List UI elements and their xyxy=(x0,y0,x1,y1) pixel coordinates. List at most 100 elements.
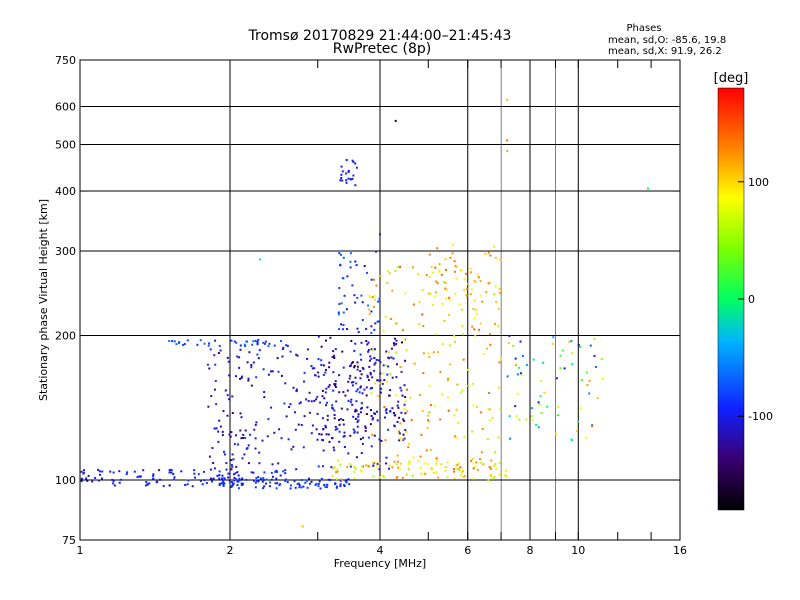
data-point-iso-2 xyxy=(506,149,509,152)
data-point-c4-146 xyxy=(370,415,373,417)
phases-header: Phases xyxy=(626,23,661,34)
data-point-c4-85 xyxy=(373,363,376,366)
data-point-c7-6 xyxy=(495,301,498,303)
data-point-c3-41 xyxy=(367,379,370,381)
data-point-c5-170 xyxy=(427,419,430,422)
data-point-c0-97 xyxy=(151,477,154,480)
data-point-c1-47 xyxy=(294,486,297,489)
grid-layer xyxy=(80,60,680,540)
data-point-c3-69 xyxy=(221,430,224,433)
data-point-c2-24 xyxy=(254,339,257,342)
data-point-c4-19 xyxy=(361,367,364,369)
data-point-c7-46 xyxy=(458,303,461,306)
data-point-c3-191 xyxy=(310,365,313,368)
data-point-c1-43 xyxy=(265,478,268,481)
data-point-c5-94 xyxy=(488,466,491,468)
data-point-c3-217 xyxy=(319,401,322,404)
data-point-c10-46 xyxy=(373,328,376,331)
data-point-c5-21 xyxy=(404,400,407,403)
data-point-c1-22 xyxy=(255,480,258,483)
y-tick-labels: 75 100 200 300 400 500 600 750 xyxy=(55,54,76,547)
data-point-c4-24 xyxy=(357,413,360,416)
data-point-c6-8 xyxy=(482,463,485,466)
data-point-c7-42 xyxy=(470,271,472,274)
data-point-c3-83 xyxy=(254,437,257,440)
data-point-c4-86 xyxy=(357,419,360,422)
data-point-c10-8 xyxy=(337,311,340,314)
data-point-c5-0 xyxy=(379,275,382,278)
data-point-c8-40 xyxy=(579,346,581,348)
data-point-c5-100 xyxy=(411,474,414,477)
data-point-c3-185 xyxy=(380,439,383,442)
data-point-c2-3 xyxy=(175,343,178,346)
data-point-c4-119 xyxy=(376,379,379,382)
data-point-c4-102 xyxy=(325,404,327,407)
data-point-c7-32 xyxy=(477,276,480,279)
y-tick-label-200: 200 xyxy=(55,330,76,343)
data-point-c3-160 xyxy=(239,429,242,432)
data-point-c0-48 xyxy=(87,474,90,477)
data-point-c1-61 xyxy=(334,482,337,485)
data-point-c4-26 xyxy=(372,417,374,420)
data-point-c4-114 xyxy=(356,365,359,368)
data-point-c0-33 xyxy=(263,471,266,474)
data-point-c4-116 xyxy=(324,391,327,394)
data-point-c4-20 xyxy=(343,431,346,434)
data-point-c5-31 xyxy=(487,408,490,411)
data-point-c7-0 xyxy=(489,254,492,257)
data-point-c8-58 xyxy=(588,392,591,395)
data-point-c4-5 xyxy=(346,408,349,411)
data-point-c4-106 xyxy=(360,341,363,344)
data-point-c5-130 xyxy=(472,382,475,385)
data-point-c6-71 xyxy=(487,479,490,481)
data-point-c3-206 xyxy=(364,429,367,432)
data-point-c3-121 xyxy=(366,374,369,377)
data-point-c0-4 xyxy=(202,470,205,473)
data-point-c7-7 xyxy=(484,252,487,255)
data-point-c1-28 xyxy=(284,479,287,482)
data-point-c5-1 xyxy=(438,271,441,274)
data-point-c8-13 xyxy=(516,392,519,395)
data-point-c3-136 xyxy=(313,367,316,370)
data-point-c3-67 xyxy=(381,382,384,385)
data-point-c5-70 xyxy=(442,281,445,283)
data-point-c3-211 xyxy=(226,394,229,397)
data-point-c0-41 xyxy=(282,470,285,473)
data-point-c4-1 xyxy=(396,404,399,407)
data-point-c1-88 xyxy=(339,479,342,482)
data-point-c6-65 xyxy=(423,462,426,465)
x-tick-label-6: 6 xyxy=(464,544,471,557)
data-point-c4-37 xyxy=(374,361,377,364)
y-axis-title: Stationary phase Virtual Height [km] xyxy=(37,199,50,401)
data-point-c3-15 xyxy=(357,415,360,418)
colorbar-ticks: 100 0 -100 xyxy=(738,176,773,423)
data-point-c3-155 xyxy=(349,374,352,377)
data-point-c4-91 xyxy=(322,428,325,430)
data-point-c4-172 xyxy=(362,368,365,371)
data-point-c5-114 xyxy=(371,433,374,436)
data-point-c8-10 xyxy=(525,418,528,421)
data-point-c4-15 xyxy=(320,345,323,348)
data-point-c5-144 xyxy=(399,422,402,425)
data-point-c2-37 xyxy=(286,345,289,347)
data-point-c3-149 xyxy=(230,468,233,471)
data-point-c3-96 xyxy=(230,459,233,462)
data-point-c8-68 xyxy=(557,405,559,408)
data-point-c7-14 xyxy=(444,282,447,285)
data-point-c9-1 xyxy=(347,171,350,173)
data-point-c6-46 xyxy=(348,463,351,465)
data-point-c7-19 xyxy=(469,267,472,270)
data-point-c1-65 xyxy=(231,481,233,484)
data-point-c0-74 xyxy=(199,479,202,482)
data-point-c5-58 xyxy=(395,322,398,325)
data-point-c3-144 xyxy=(213,467,216,470)
data-point-c6-6 xyxy=(335,478,338,481)
data-point-c3-105 xyxy=(352,428,355,431)
data-point-c4-167 xyxy=(342,423,345,426)
data-point-c5-52 xyxy=(417,272,419,275)
data-point-c0-39 xyxy=(275,469,278,472)
data-point-c6-60 xyxy=(417,460,420,463)
data-point-c3-178 xyxy=(377,379,380,382)
data-point-c5-16 xyxy=(418,323,421,326)
data-point-c3-63 xyxy=(347,452,350,455)
